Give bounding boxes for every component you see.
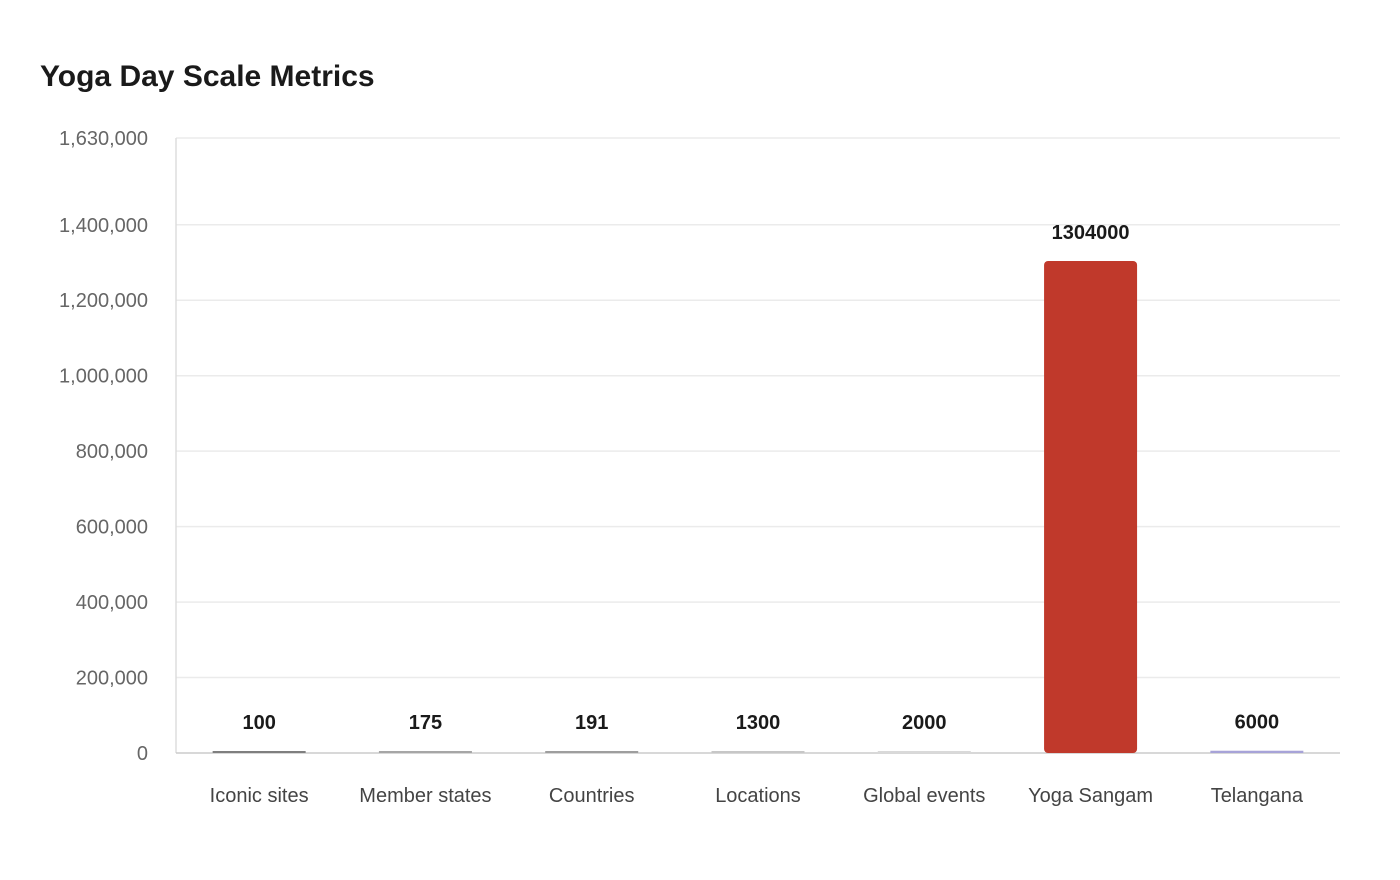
x-tick-label: Global events — [863, 785, 985, 807]
y-tick-label: 1,000,000 — [59, 366, 148, 388]
bar — [711, 751, 805, 753]
bar — [545, 751, 639, 753]
gridlines — [176, 137, 1340, 679]
bar — [212, 751, 306, 753]
x-tick-label: Yoga Sangam — [1028, 785, 1153, 807]
labels: 0 200,000 400,000 600,000 800,000 1,000,000 1,… — [59, 128, 1304, 807]
x-tick-label: Member states — [359, 785, 491, 807]
y-tick-label: 1,400,000 — [59, 215, 148, 237]
y-tick-label: 0 — [137, 743, 148, 765]
y-tick-label: 600,000 — [76, 517, 148, 539]
bar — [1044, 261, 1138, 753]
data-label: 1300 — [736, 712, 781, 734]
data-label: 100 — [242, 712, 275, 734]
data-label: 6000 — [1235, 712, 1280, 734]
data-label: 2000 — [902, 712, 947, 734]
bars — [212, 261, 1304, 753]
x-tick-label: Countries — [549, 785, 635, 807]
bar — [1210, 750, 1304, 753]
y-tick-label: 1,630,000 — [59, 128, 148, 150]
axes — [175, 138, 1340, 754]
chart-title: Yoga Day Scale Metrics — [40, 60, 375, 93]
bar — [378, 751, 472, 753]
y-tick-label: 200,000 — [76, 668, 148, 690]
data-label: 175 — [409, 712, 442, 734]
x-tick-label: Telangana — [1211, 785, 1304, 807]
x-tick-label: Locations — [715, 785, 801, 807]
data-label: 191 — [575, 712, 608, 734]
x-tick-label: Iconic sites — [210, 785, 309, 807]
data-label: 1304000 — [1052, 222, 1130, 244]
y-tick-label: 400,000 — [76, 592, 148, 614]
y-tick-label: 1,200,000 — [59, 290, 148, 312]
bar — [877, 751, 971, 753]
y-tick-label: 800,000 — [76, 441, 148, 463]
